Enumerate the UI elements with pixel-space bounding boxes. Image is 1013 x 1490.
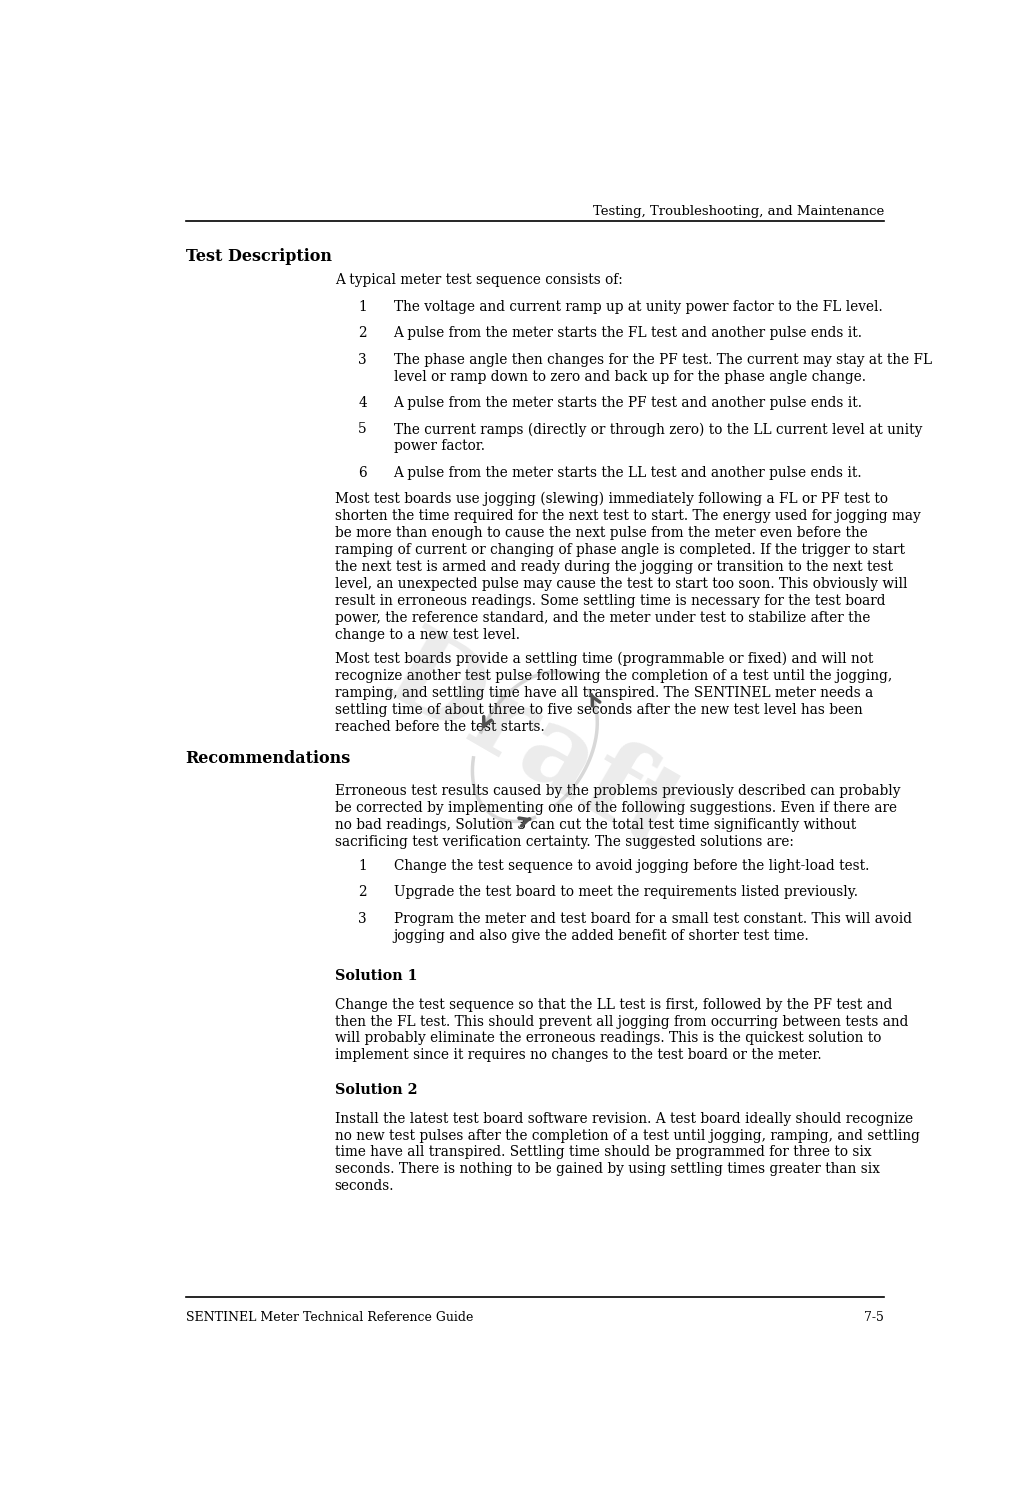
Text: A pulse from the meter starts the FL test and another pulse ends it.: A pulse from the meter starts the FL tes… xyxy=(393,326,862,340)
Text: Draft: Draft xyxy=(367,618,703,875)
Text: The voltage and current ramp up at unity power factor to the FL level.: The voltage and current ramp up at unity… xyxy=(393,299,882,314)
Text: 7-5: 7-5 xyxy=(864,1311,884,1325)
Text: Program the meter and test board for a small test constant. This will avoid: Program the meter and test board for a s… xyxy=(393,912,912,925)
Text: 2: 2 xyxy=(359,326,367,340)
Text: 3: 3 xyxy=(359,353,367,367)
Text: change to a new test level.: change to a new test level. xyxy=(334,627,520,642)
Text: Change the test sequence so that the LL test is first, followed by the PF test a: Change the test sequence so that the LL … xyxy=(334,997,892,1012)
Text: 1: 1 xyxy=(359,299,367,314)
Text: A typical meter test sequence consists of:: A typical meter test sequence consists o… xyxy=(334,273,622,288)
Text: Upgrade the test board to meet the requirements listed previously.: Upgrade the test board to meet the requi… xyxy=(393,885,858,900)
Text: power, the reference standard, and the meter under test to stabilize after the: power, the reference standard, and the m… xyxy=(334,611,870,624)
Text: 4: 4 xyxy=(359,396,367,410)
Text: level, an unexpected pulse may cause the test to start too soon. This obviously : level, an unexpected pulse may cause the… xyxy=(334,577,908,592)
Text: recognize another test pulse following the completion of a test until the joggin: recognize another test pulse following t… xyxy=(334,669,891,682)
Text: 6: 6 xyxy=(359,465,367,480)
Text: Solution 2: Solution 2 xyxy=(334,1083,417,1097)
Text: 3: 3 xyxy=(359,912,367,925)
Text: jogging and also give the added benefit of shorter test time.: jogging and also give the added benefit … xyxy=(393,928,809,943)
Text: be corrected by implementing one of the following suggestions. Even if there are: be corrected by implementing one of the … xyxy=(334,802,897,815)
Text: The current ramps (directly or through zero) to the LL current level at unity: The current ramps (directly or through z… xyxy=(393,422,922,437)
Text: The phase angle then changes for the PF test. The current may stay at the FL: The phase angle then changes for the PF … xyxy=(393,353,932,367)
Text: Install the latest test board software revision. A test board ideally should rec: Install the latest test board software r… xyxy=(334,1112,913,1125)
Text: shorten the time required for the next test to start. The energy used for joggin: shorten the time required for the next t… xyxy=(334,510,921,523)
Text: no bad readings, Solution 3 can cut the total test time significantly without: no bad readings, Solution 3 can cut the … xyxy=(334,818,856,833)
Text: ramping of current or changing of phase angle is completed. If the trigger to st: ramping of current or changing of phase … xyxy=(334,542,905,557)
Text: time have all transpired. Settling time should be programmed for three to six: time have all transpired. Settling time … xyxy=(334,1146,871,1159)
Text: power factor.: power factor. xyxy=(393,440,484,453)
Text: Solution 1: Solution 1 xyxy=(334,968,417,983)
Text: Test Description: Test Description xyxy=(185,247,331,265)
Text: the next test is armed and ready during the jogging or transition to the next te: the next test is armed and ready during … xyxy=(334,560,892,574)
Text: Change the test sequence to avoid jogging before the light-load test.: Change the test sequence to avoid joggin… xyxy=(393,858,869,873)
Text: Testing, Troubleshooting, and Maintenance: Testing, Troubleshooting, and Maintenanc… xyxy=(593,206,884,218)
Text: will probably eliminate the erroneous readings. This is the quickest solution to: will probably eliminate the erroneous re… xyxy=(334,1031,881,1046)
Text: ramping, and settling time have all transpired. The SENTINEL meter needs a: ramping, and settling time have all tran… xyxy=(334,685,873,700)
Text: seconds. There is nothing to be gained by using settling times greater than six: seconds. There is nothing to be gained b… xyxy=(334,1162,879,1177)
Text: sacrificing test verification certainty. The suggested solutions are:: sacrificing test verification certainty.… xyxy=(334,836,793,849)
Text: no new test pulses after the completion of a test until jogging, ramping, and se: no new test pulses after the completion … xyxy=(334,1128,920,1143)
Text: reached before the test starts.: reached before the test starts. xyxy=(334,720,544,733)
Text: Erroneous test results caused by the problems previously described can probably: Erroneous test results caused by the pro… xyxy=(334,784,901,799)
Text: then the FL test. This should prevent all jogging from occurring between tests a: then the FL test. This should prevent al… xyxy=(334,1015,908,1028)
Text: result in erroneous readings. Some settling time is necessary for the test board: result in erroneous readings. Some settl… xyxy=(334,595,885,608)
Text: 1: 1 xyxy=(359,858,367,873)
Text: Most test boards use jogging (slewing) immediately following a FL or PF test to: Most test boards use jogging (slewing) i… xyxy=(334,492,887,507)
Text: settling time of about three to five seconds after the new test level has been: settling time of about three to five sec… xyxy=(334,703,862,717)
Text: SENTINEL Meter Technical Reference Guide: SENTINEL Meter Technical Reference Guide xyxy=(185,1311,473,1325)
Text: level or ramp down to zero and back up for the phase angle change.: level or ramp down to zero and back up f… xyxy=(393,370,865,383)
Text: 2: 2 xyxy=(359,885,367,900)
Text: A pulse from the meter starts the LL test and another pulse ends it.: A pulse from the meter starts the LL tes… xyxy=(393,465,862,480)
Text: implement since it requires no changes to the test board or the meter.: implement since it requires no changes t… xyxy=(334,1049,822,1062)
Text: 5: 5 xyxy=(359,422,367,437)
Text: seconds.: seconds. xyxy=(334,1180,394,1193)
Text: A pulse from the meter starts the PF test and another pulse ends it.: A pulse from the meter starts the PF tes… xyxy=(393,396,862,410)
Text: be more than enough to cause the next pulse from the meter even before the: be more than enough to cause the next pu… xyxy=(334,526,867,539)
Text: Recommendations: Recommendations xyxy=(185,751,350,767)
Text: Most test boards provide a settling time (programmable or fixed) and will not: Most test boards provide a settling time… xyxy=(334,651,873,666)
